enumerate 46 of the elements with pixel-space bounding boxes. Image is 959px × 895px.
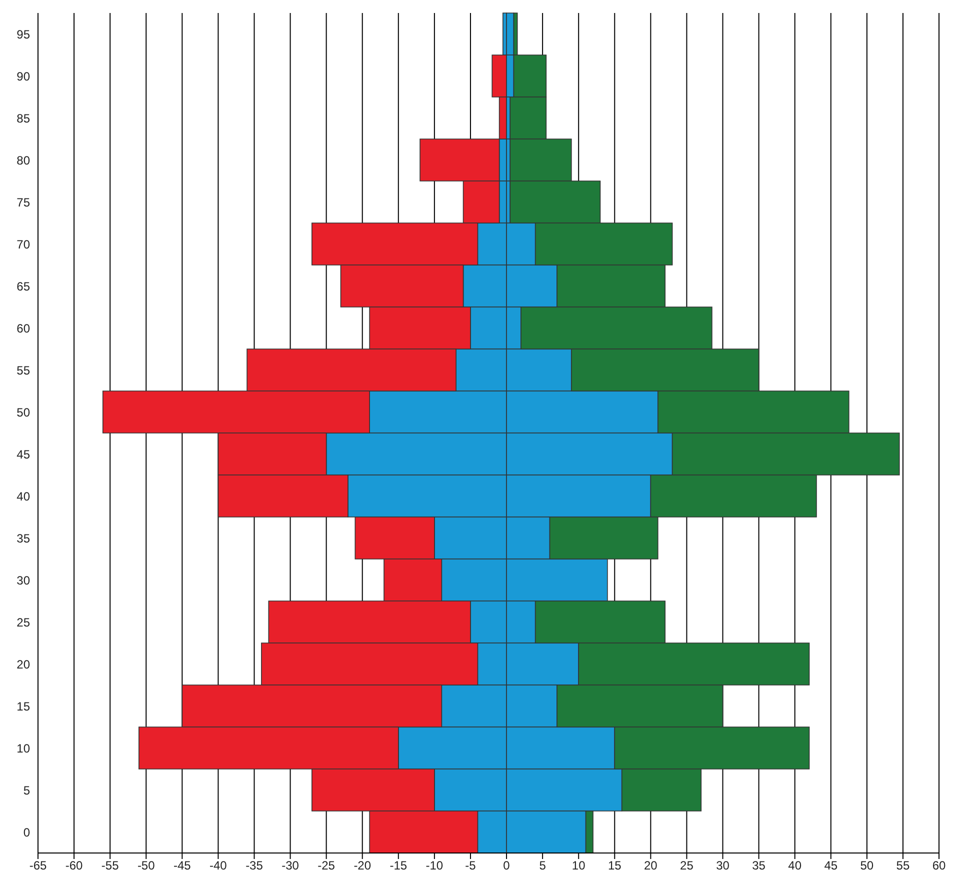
x-tick-label: 60 (932, 858, 946, 873)
y-tick-label: 90 (16, 69, 30, 84)
x-tick-label: -55 (101, 858, 120, 873)
x-tick-label: 15 (608, 858, 622, 873)
y-tick-label: 75 (16, 195, 30, 210)
y-tick-label: 55 (16, 363, 30, 378)
y-tick-label: 5 (23, 783, 30, 798)
x-tick-label: 30 (716, 858, 730, 873)
x-tick-label: -60 (65, 858, 84, 873)
y-tick-label: 95 (16, 27, 30, 42)
y-tick-label: 20 (16, 657, 30, 672)
y-tick-label: 80 (16, 153, 30, 168)
y-tick-label: 45 (16, 447, 30, 462)
y-tick-label: 85 (16, 111, 30, 126)
x-tick-label: -15 (390, 858, 408, 873)
x-tick-label: -35 (246, 858, 264, 873)
y-tick-label: 15 (16, 699, 30, 714)
x-tick-label: 25 (680, 858, 694, 873)
y-tick-label: 60 (16, 321, 30, 336)
x-tick-label: 10 (572, 858, 586, 873)
y-tick-label: 10 (16, 741, 30, 756)
x-tick-label: 50 (860, 858, 874, 873)
x-tick-label: -5 (465, 858, 476, 873)
y-tick-label: 30 (16, 573, 30, 588)
x-tick-label: -65 (29, 858, 47, 873)
y-tick-label: 40 (16, 489, 30, 504)
x-tick-label: -50 (137, 858, 156, 873)
x-tick-label: 5 (539, 858, 546, 873)
x-tick-label: 20 (644, 858, 658, 873)
y-tick-label: 65 (16, 279, 30, 294)
y-tick-label: 70 (16, 237, 30, 252)
x-tick-label: -40 (210, 858, 228, 873)
x-tick-label: 40 (788, 858, 802, 873)
y-tick-label: 50 (16, 405, 30, 420)
x-tick-label: -45 (173, 858, 192, 873)
x-tick-label: 0 (503, 858, 510, 873)
x-tick-label: -25 (318, 858, 336, 873)
x-tick-label: -20 (354, 858, 372, 873)
x-tick-label: 45 (824, 858, 838, 873)
y-tick-label: 35 (16, 531, 30, 546)
x-tick-label: -30 (282, 858, 300, 873)
y-tick-label: 25 (16, 615, 30, 630)
x-tick-label: -10 (426, 858, 444, 873)
x-tick-label: 35 (752, 858, 766, 873)
y-tick-label: 0 (23, 825, 30, 840)
x-tick-label: 55 (896, 858, 910, 873)
